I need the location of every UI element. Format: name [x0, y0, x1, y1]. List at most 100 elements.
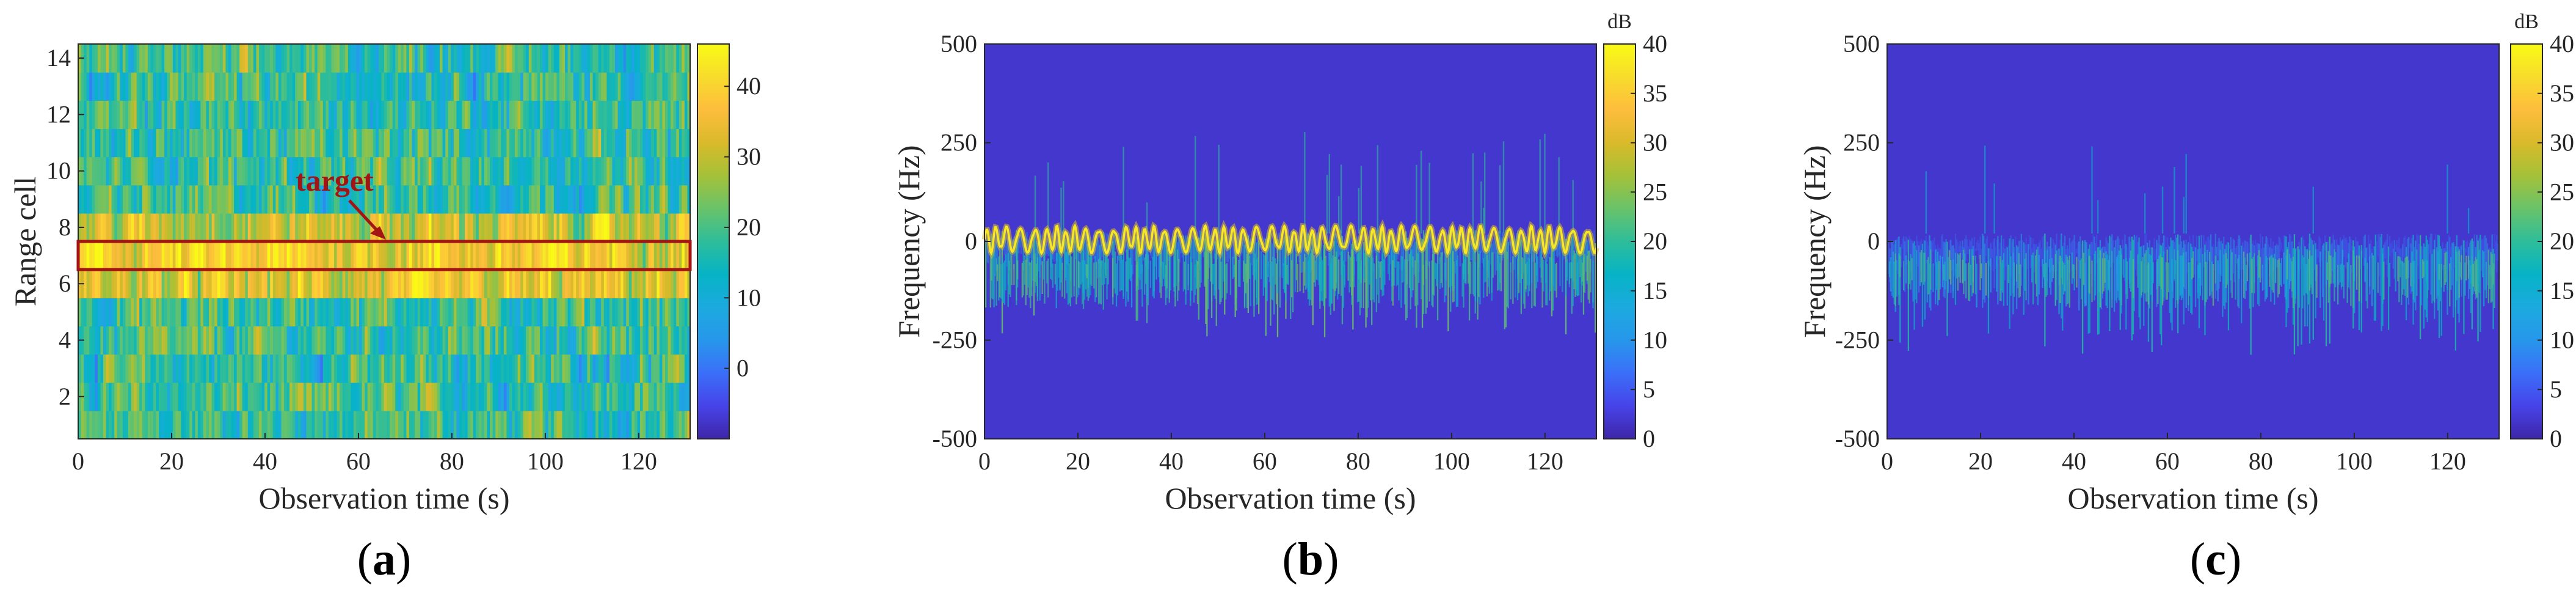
heatmap-cell — [345, 44, 349, 73]
spectral-streak — [1506, 230, 1508, 259]
heatmap-cell — [448, 270, 451, 298]
spectral-streak — [2033, 244, 2036, 273]
heatmap-cell — [590, 298, 594, 327]
spectral-streak — [1032, 243, 1034, 281]
heatmap-cell — [609, 382, 613, 411]
heatmap-cell — [365, 326, 368, 355]
heatmap-cell — [403, 241, 407, 270]
heatmap-cell — [651, 128, 655, 158]
heatmap-cell — [228, 298, 232, 327]
heatmap-cell — [365, 100, 368, 130]
heatmap-cell — [242, 354, 246, 383]
spectral-core — [2265, 255, 2267, 300]
heatmap-cell — [86, 128, 90, 158]
heatmap-cell — [167, 185, 170, 214]
spectral-streak — [2368, 235, 2370, 260]
heatmap-cell — [309, 410, 313, 439]
heatmap-cell — [145, 72, 148, 101]
heatmap-cell — [428, 72, 432, 101]
heatmap-cell — [189, 185, 193, 214]
y-tick-label: 12 — [46, 100, 71, 128]
heatmap-cell — [117, 298, 120, 327]
heatmap-cell — [231, 72, 235, 101]
heatmap-cell — [275, 128, 279, 158]
spectral-streak — [2387, 246, 2390, 330]
heatmap-cell — [598, 241, 602, 270]
heatmap-cell — [401, 241, 404, 270]
heatmap-cell — [242, 185, 246, 214]
heatmap-cell — [347, 185, 351, 214]
spectral-core — [1000, 264, 1002, 299]
heatmap-cell — [300, 213, 304, 242]
spectral-streak — [1441, 240, 1443, 256]
heatmap-cell — [578, 213, 582, 242]
heatmap-cell — [490, 354, 493, 383]
heatmap-cell — [222, 213, 226, 242]
spectral-core — [1030, 262, 1031, 309]
spectral-streak — [2169, 246, 2170, 313]
heatmap-cell — [590, 128, 594, 158]
heatmap-cell — [195, 213, 198, 242]
heatmap-cell — [381, 270, 385, 298]
heatmap-cell — [356, 354, 360, 383]
heatmap-cell — [442, 185, 446, 214]
heatmap-cell — [395, 128, 399, 158]
spectral-streak — [1570, 241, 1571, 261]
heatmap-cell — [175, 156, 179, 186]
heatmap-cell — [340, 128, 343, 158]
heatmap-cell — [506, 156, 510, 186]
spectral-core — [2354, 255, 2356, 281]
heatmap-cell — [289, 382, 293, 411]
heatmap-cell — [615, 100, 619, 130]
heatmap-cell — [281, 128, 285, 158]
heatmap-cell — [197, 298, 201, 327]
heatmap-cell — [347, 270, 351, 298]
heatmap-cell — [448, 213, 451, 242]
heatmap-cell — [453, 241, 457, 270]
heatmap-cell — [520, 410, 524, 439]
heatmap-cell — [211, 354, 215, 383]
heatmap-cell — [272, 213, 276, 242]
heatmap-cell — [225, 298, 229, 327]
heatmap-cell — [186, 213, 190, 242]
heatmap-cell — [528, 156, 532, 186]
spectral-streak — [1559, 238, 1561, 286]
heatmap-cell — [259, 354, 263, 383]
heatmap-cell — [195, 100, 198, 130]
spectral-core — [1184, 261, 1185, 290]
spectral-core — [2044, 251, 2046, 287]
heatmap-cell — [311, 241, 315, 270]
heatmap-cell — [548, 100, 551, 130]
heatmap-cell — [267, 298, 271, 327]
heatmap-cell — [428, 185, 432, 214]
heatmap-cell — [373, 382, 376, 411]
spectral-streak — [2203, 235, 2205, 267]
heatmap-cell — [347, 410, 351, 439]
heatmap-cell — [631, 241, 635, 270]
heatmap-cell — [451, 326, 454, 355]
heatmap-cell — [526, 241, 529, 270]
heatmap-cell — [214, 270, 218, 298]
heatmap-cell — [448, 241, 451, 270]
heatmap-cell — [401, 128, 404, 158]
heatmap-cell — [334, 354, 338, 383]
heatmap-cell — [584, 354, 588, 383]
x-tick-label: 0 — [72, 447, 84, 475]
heatmap-cell — [534, 128, 538, 158]
heatmap-cell — [390, 410, 393, 439]
heatmap-cell — [89, 100, 93, 130]
heatmap-cell — [272, 241, 276, 270]
heatmap-cell — [164, 354, 168, 383]
heatmap-cell — [92, 270, 95, 298]
heatmap-cell — [384, 213, 388, 242]
spectral-core — [1486, 254, 1488, 296]
heatmap-cell — [492, 410, 496, 439]
heatmap-cell — [615, 213, 619, 242]
heatmap-cell — [217, 241, 220, 270]
heatmap-cell — [145, 410, 148, 439]
spectral-core — [1130, 257, 1132, 281]
heatmap-cell — [97, 298, 101, 327]
heatmap-cell — [509, 213, 513, 242]
spectral-core — [2280, 258, 2282, 287]
spectral-core — [1207, 249, 1209, 279]
